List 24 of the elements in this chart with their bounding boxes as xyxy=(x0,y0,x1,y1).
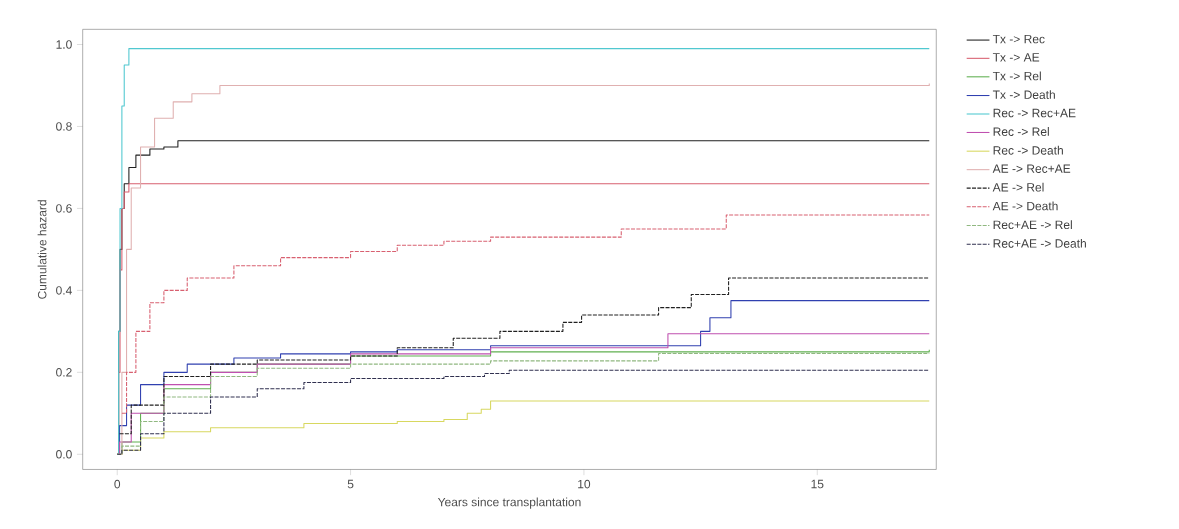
legend-label: Tx -> Rel xyxy=(992,71,1041,81)
legend-label: Rec -> Death xyxy=(993,145,1063,155)
legend-label: Tx -> Death xyxy=(992,89,1055,99)
legend-label: Rec -> Rec+AE xyxy=(993,108,1076,118)
x-tick-label: 0 xyxy=(114,479,121,489)
legend-label: Tx -> AE xyxy=(992,52,1040,62)
legend-label: Rec+AE -> Death xyxy=(993,238,1086,248)
legend-label: Rec+AE -> Rel xyxy=(993,219,1072,229)
x-tick-label: 5 xyxy=(347,479,354,489)
y-tick-label: 0.8 xyxy=(56,121,72,131)
legend-label: AE -> Rec+AE xyxy=(992,164,1071,173)
y-tick-label: 1.0 xyxy=(56,40,72,49)
legend-label: Tx -> Rec xyxy=(992,34,1045,44)
y-axis-title: Cumulative hazard xyxy=(37,199,47,299)
legend-label: AE -> Death xyxy=(992,201,1058,211)
legend-label: Rec -> Rel xyxy=(993,126,1049,136)
legend-label: AE -> Rel xyxy=(992,182,1044,192)
x-axis-title: Years since transplantation xyxy=(437,497,581,509)
x-tick-label: 15 xyxy=(811,479,824,489)
y-tick-label: 0.0 xyxy=(56,449,72,459)
y-tick-label: 0.4 xyxy=(56,285,72,295)
y-tick-label: 0.2 xyxy=(56,367,72,377)
y-tick-label: 0.6 xyxy=(56,203,72,213)
x-tick-label: 10 xyxy=(578,479,591,489)
